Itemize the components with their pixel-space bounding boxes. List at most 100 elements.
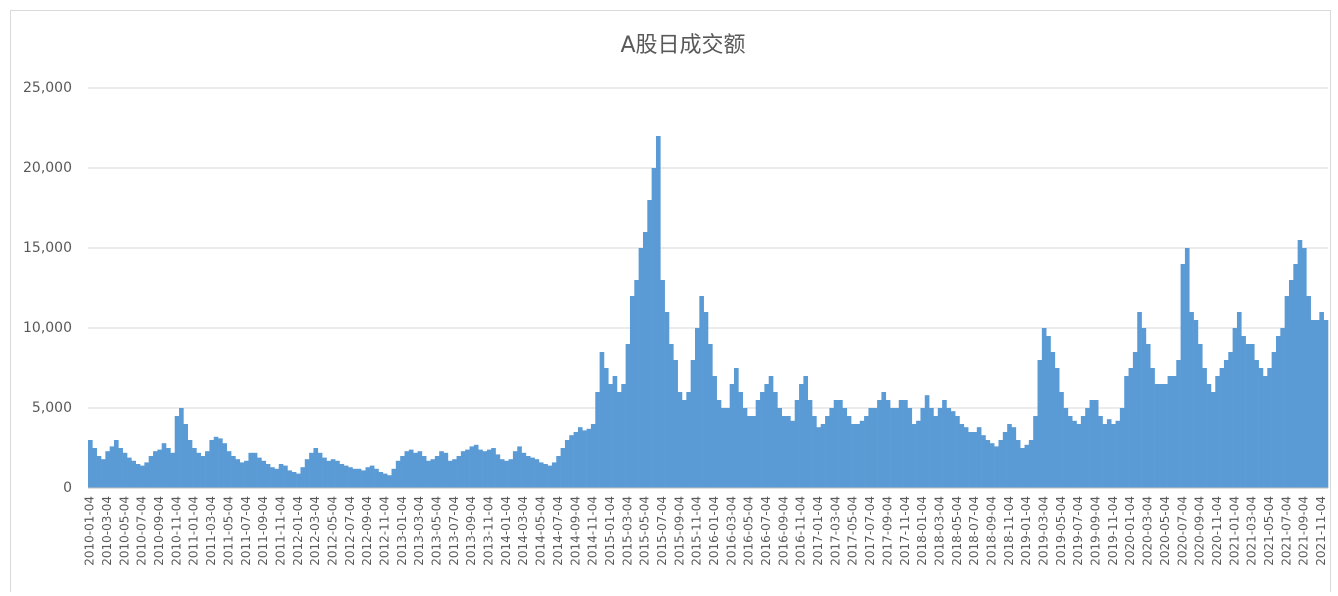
bar bbox=[404, 451, 410, 488]
bar bbox=[517, 446, 522, 488]
bar bbox=[421, 456, 427, 488]
bar bbox=[248, 452, 254, 488]
y-tick-label: 5,000 bbox=[32, 400, 72, 416]
x-tick-label: 2018-01-04 bbox=[915, 496, 929, 566]
bar bbox=[1219, 368, 1225, 488]
bar bbox=[790, 420, 796, 488]
x-tick-label: 2019-07-04 bbox=[1071, 496, 1085, 566]
bar bbox=[807, 400, 813, 488]
bar bbox=[339, 464, 345, 488]
bar bbox=[135, 464, 141, 488]
bar bbox=[101, 459, 106, 488]
bar bbox=[486, 449, 492, 488]
bar bbox=[768, 376, 774, 488]
x-tick-label: 2018-07-04 bbox=[967, 496, 981, 566]
x-tick-label: 2018-11-04 bbox=[1002, 496, 1016, 566]
bar bbox=[473, 444, 479, 488]
bar bbox=[998, 440, 1004, 488]
bar bbox=[1306, 296, 1311, 488]
bar bbox=[1093, 400, 1099, 488]
bar bbox=[1050, 352, 1056, 488]
bar bbox=[179, 408, 184, 488]
bar bbox=[131, 460, 136, 488]
bar bbox=[651, 168, 657, 488]
bar bbox=[564, 440, 570, 488]
x-tick-label: 2020-05-04 bbox=[1158, 496, 1172, 566]
bar bbox=[1037, 360, 1043, 488]
y-tick-label: 0 bbox=[63, 480, 72, 496]
bar bbox=[192, 448, 197, 488]
x-tick-label: 2010-01-04 bbox=[83, 496, 97, 566]
bar bbox=[664, 312, 670, 488]
bar bbox=[1236, 312, 1242, 488]
x-tick-label: 2017-01-04 bbox=[811, 496, 825, 566]
bar bbox=[447, 460, 453, 488]
bar bbox=[833, 400, 839, 488]
x-tick-label: 2010-09-04 bbox=[152, 496, 166, 566]
bar bbox=[595, 392, 600, 488]
bar bbox=[647, 200, 652, 488]
x-tick-label: 2020-07-04 bbox=[1175, 496, 1189, 566]
bar bbox=[218, 438, 223, 488]
x-tick-label: 2015-07-04 bbox=[655, 496, 669, 566]
bar bbox=[1275, 336, 1281, 488]
bar bbox=[864, 416, 869, 488]
bar bbox=[391, 468, 397, 488]
bar bbox=[890, 408, 895, 488]
bar bbox=[1314, 320, 1320, 488]
bar bbox=[677, 392, 683, 488]
bar bbox=[694, 328, 700, 488]
x-tick-label: 2019-01-04 bbox=[1019, 496, 1033, 566]
bar bbox=[400, 456, 405, 488]
x-tick-label: 2013-05-04 bbox=[430, 496, 444, 566]
x-tick-label: 2018-03-04 bbox=[932, 496, 946, 566]
bar bbox=[994, 446, 999, 488]
bar bbox=[1249, 344, 1255, 488]
bar bbox=[903, 400, 908, 488]
bar bbox=[881, 392, 887, 488]
bar bbox=[1132, 352, 1138, 488]
bar bbox=[933, 416, 939, 488]
bar bbox=[1189, 312, 1194, 488]
x-tick-label: 2014-07-04 bbox=[551, 496, 565, 566]
bar bbox=[1210, 392, 1216, 488]
x-tick-label: 2020-09-04 bbox=[1193, 496, 1207, 566]
bar bbox=[721, 408, 726, 488]
bar bbox=[114, 440, 119, 488]
bar bbox=[803, 376, 809, 488]
bar bbox=[244, 460, 249, 488]
bar bbox=[981, 435, 986, 488]
bar bbox=[625, 344, 631, 488]
bar bbox=[343, 465, 349, 488]
bar bbox=[829, 408, 835, 488]
bar bbox=[326, 460, 332, 488]
x-tick-label: 2016-01-04 bbox=[707, 496, 721, 566]
bar bbox=[374, 468, 379, 488]
bar bbox=[690, 360, 696, 488]
bar bbox=[1228, 352, 1233, 488]
bar bbox=[950, 411, 956, 488]
bar bbox=[1046, 336, 1051, 488]
x-tick-label: 2010-05-04 bbox=[117, 496, 131, 566]
x-tick-label: 2020-11-04 bbox=[1210, 496, 1224, 566]
bar bbox=[556, 456, 561, 488]
bar bbox=[508, 459, 514, 488]
bar bbox=[1262, 376, 1268, 488]
bar bbox=[148, 456, 154, 488]
bar bbox=[140, 465, 145, 488]
bar bbox=[638, 248, 644, 488]
bar bbox=[478, 449, 483, 488]
x-tick-label: 2016-07-04 bbox=[759, 496, 773, 566]
bar bbox=[1271, 352, 1277, 488]
bar bbox=[183, 424, 189, 488]
bar bbox=[161, 443, 167, 488]
bar bbox=[196, 452, 202, 488]
bar bbox=[452, 459, 457, 488]
bar bbox=[907, 408, 913, 488]
x-tick-label: 2013-03-04 bbox=[412, 496, 426, 566]
bar bbox=[365, 467, 371, 488]
bar bbox=[569, 435, 574, 488]
bar bbox=[1002, 432, 1008, 488]
bar bbox=[1106, 419, 1112, 488]
bar bbox=[708, 344, 713, 488]
